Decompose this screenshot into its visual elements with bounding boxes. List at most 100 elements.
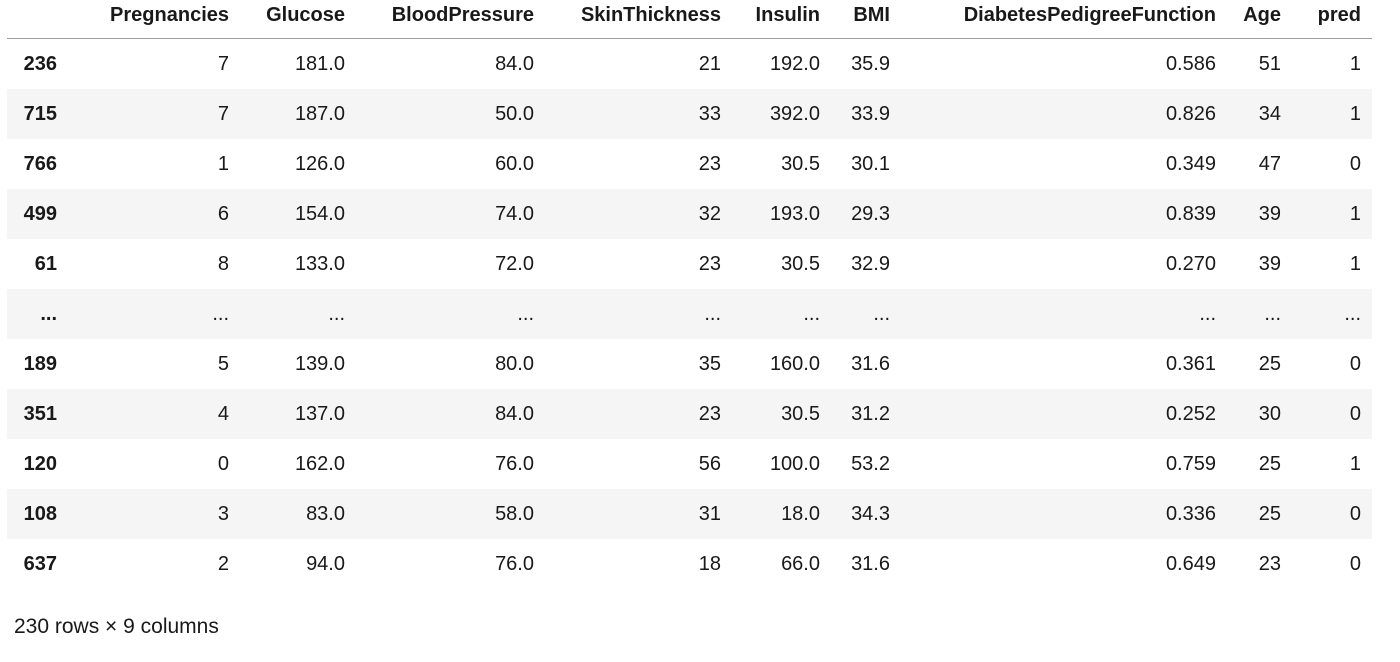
table-cell: 60.0 — [495, 153, 534, 175]
table-cell: 58.0 — [495, 503, 534, 525]
table-row: 766 1 126.0 60.0 23 30.5 30.1 0.349 47 0 — [7, 139, 1372, 189]
table-cell: 30.5 — [781, 403, 820, 425]
column-header-diabetespedigreefunction: DiabetesPedigreeFunction — [901, 0, 1227, 39]
table-cell: 74.0 — [495, 203, 534, 225]
table-cell: 0 — [1349, 403, 1361, 425]
table-cell: 1 — [217, 153, 229, 175]
table-cell: 25 — [1258, 353, 1281, 375]
table-cell: 181.0 — [294, 53, 345, 75]
row-index: 715 — [23, 103, 57, 125]
table-cell: 39 — [1258, 253, 1281, 275]
table-cell: 160.0 — [769, 353, 820, 375]
table-cell: 139.0 — [294, 353, 345, 375]
table-cell: 3 — [217, 503, 229, 525]
table-cell: 94.0 — [306, 553, 345, 575]
table-cell: 0.649 — [1165, 553, 1216, 575]
table-cell: 72.0 — [495, 253, 534, 275]
table-cell: 76.0 — [495, 453, 534, 475]
table-cell: 25 — [1258, 453, 1281, 475]
table-row: 351 4 137.0 84.0 23 30.5 31.2 0.252 30 0 — [7, 389, 1372, 439]
table-cell: 0.252 — [1165, 403, 1216, 425]
table-row: 236 7 181.0 84.0 21 192.0 35.9 0.586 51 1 — [7, 39, 1372, 90]
table-cell: 51 — [1258, 53, 1281, 75]
table-cell: 1 — [1349, 203, 1361, 225]
table-cell: 84.0 — [495, 53, 534, 75]
row-index: 120 — [23, 453, 57, 475]
table-cell: ... — [1344, 303, 1361, 325]
table-cell: 23 — [1258, 553, 1281, 575]
table-cell: 2 — [217, 553, 229, 575]
table-cell: 7 — [217, 103, 229, 125]
index-corner-header — [7, 0, 68, 39]
table-cell: ... — [704, 303, 721, 325]
table-row: 637 2 94.0 76.0 18 66.0 31.6 0.649 23 0 — [7, 539, 1372, 589]
table-cell: 84.0 — [495, 403, 534, 425]
table-cell: 39 — [1258, 203, 1281, 225]
table-cell: 56 — [698, 453, 721, 475]
table-cell: 23 — [698, 403, 721, 425]
table-cell: 35 — [698, 353, 721, 375]
table-cell: 21 — [698, 53, 721, 75]
table-cell: 0.361 — [1165, 353, 1216, 375]
table-cell: 0.759 — [1165, 453, 1216, 475]
table-cell: ... — [1264, 303, 1281, 325]
table-cell: 76.0 — [495, 553, 534, 575]
column-header-insulin: Insulin — [732, 0, 831, 39]
row-index: 61 — [34, 253, 57, 275]
table-cell: 8 — [217, 253, 229, 275]
table-cell: 30.5 — [781, 253, 820, 275]
table-cell: 5 — [217, 353, 229, 375]
table-cell: 0.826 — [1165, 103, 1216, 125]
column-header-age: Age — [1227, 0, 1292, 39]
table-cell: 33.9 — [851, 103, 890, 125]
dataframe-table: Pregnancies Glucose BloodPressure SkinThick… — [7, 0, 1372, 589]
table-cell: 1 — [1349, 53, 1361, 75]
table-row: 715 7 187.0 50.0 33 392.0 33.9 0.826 34 1 — [7, 89, 1372, 139]
table-cell: 0.349 — [1165, 153, 1216, 175]
table-cell: 31.6 — [851, 553, 890, 575]
row-index: 108 — [23, 503, 57, 525]
table-cell: 137.0 — [294, 403, 345, 425]
row-index: 637 — [23, 553, 57, 575]
table-cell: 33 — [698, 103, 721, 125]
table-row: 108 3 83.0 58.0 31 18.0 34.3 0.336 25 0 — [7, 489, 1372, 539]
table-cell: 25 — [1258, 503, 1281, 525]
table-cell: 0 — [1349, 353, 1361, 375]
table-cell: 0 — [217, 453, 229, 475]
table-cell: 4 — [217, 403, 229, 425]
table-cell: 31.6 — [851, 353, 890, 375]
table-cell: 31 — [698, 503, 721, 525]
row-index: 766 — [23, 153, 57, 175]
table-cell: 47 — [1258, 153, 1281, 175]
table-cell: 162.0 — [294, 453, 345, 475]
table-cell: 34 — [1258, 103, 1281, 125]
table-cell: 187.0 — [294, 103, 345, 125]
column-header-bmi: BMI — [831, 0, 901, 39]
column-header-pregnancies: Pregnancies — [68, 0, 240, 39]
table-cell: 53.2 — [851, 453, 890, 475]
table-cell: ... — [1199, 303, 1216, 325]
table-cell: 193.0 — [769, 203, 820, 225]
table-cell: 32 — [698, 203, 721, 225]
table-cell: 0.336 — [1165, 503, 1216, 525]
row-column-count-summary: 230 rows × 9 columns — [14, 615, 219, 638]
table-cell: 133.0 — [294, 253, 345, 275]
table-cell: 154.0 — [294, 203, 345, 225]
table-cell: 18 — [698, 553, 721, 575]
table-cell: 23 — [698, 253, 721, 275]
table-cell: 0.586 — [1165, 53, 1216, 75]
table-cell: 0.839 — [1165, 203, 1216, 225]
table-cell: 6 — [217, 203, 229, 225]
table-cell: 80.0 — [495, 353, 534, 375]
table-cell: 1 — [1349, 453, 1361, 475]
table-cell: 35.9 — [851, 53, 890, 75]
table-cell: 126.0 — [294, 153, 345, 175]
table-row: ... ........................... — [7, 289, 1372, 339]
row-index: 499 — [23, 203, 57, 225]
table-cell: 392.0 — [769, 103, 820, 125]
header-row: Pregnancies Glucose BloodPressure SkinThick… — [7, 0, 1372, 39]
table-cell: 30.1 — [851, 153, 890, 175]
dataframe-output: Pregnancies Glucose BloodPressure SkinThick… — [7, 0, 1372, 638]
table-cell: 1 — [1349, 103, 1361, 125]
table-cell: 23 — [698, 153, 721, 175]
